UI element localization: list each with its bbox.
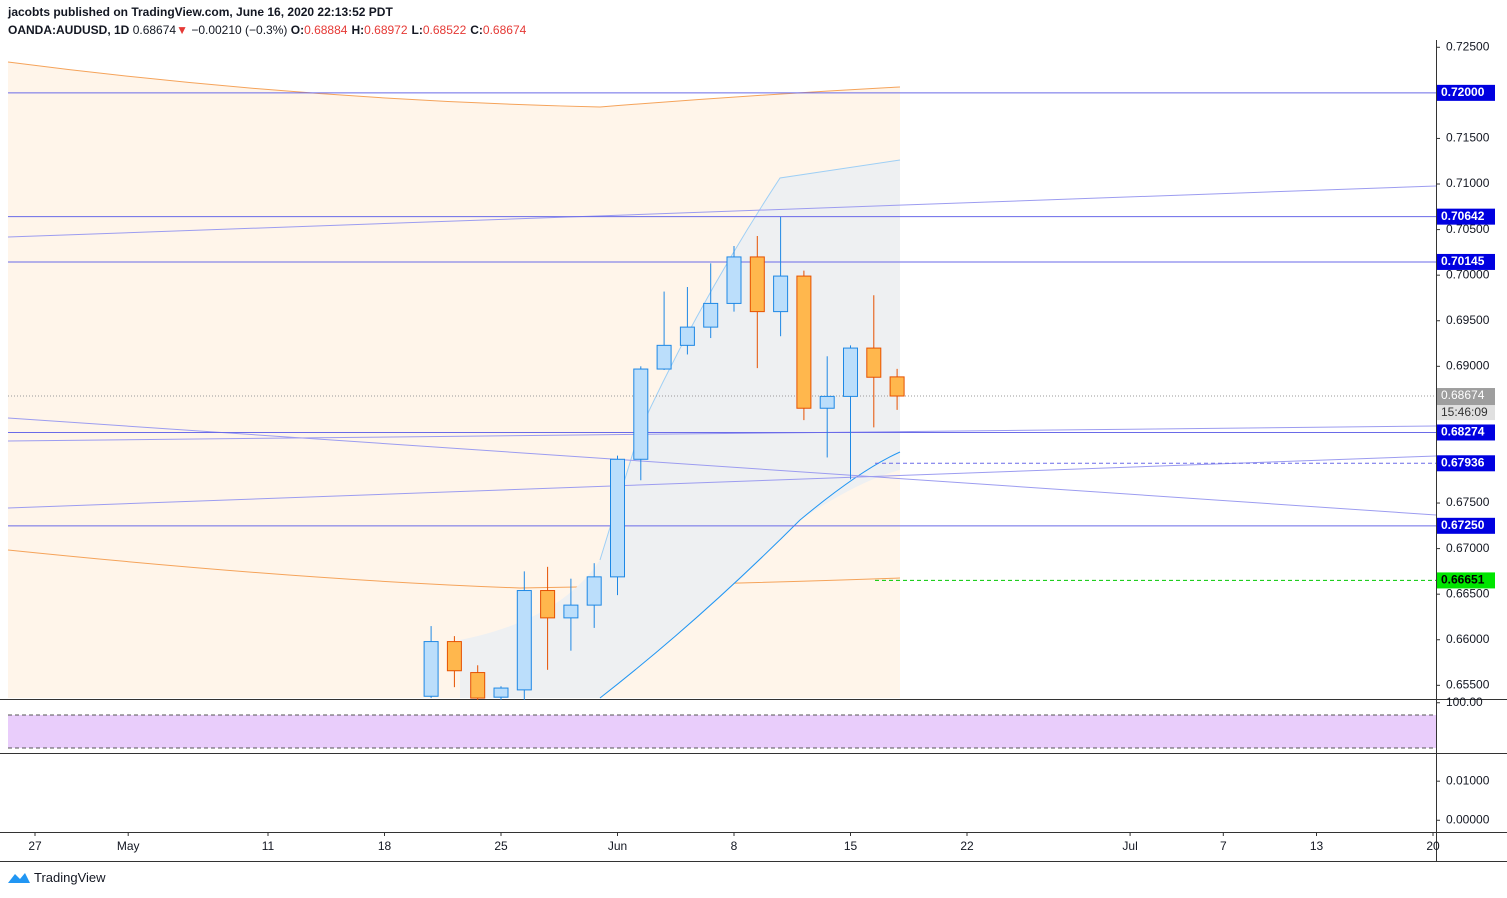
y-tick-label: 0.67000 bbox=[1446, 541, 1490, 555]
x-tick-label: 22 bbox=[960, 839, 974, 853]
candle-body bbox=[470, 672, 486, 699]
trend-line bbox=[7, 185, 1437, 238]
envelope-line bbox=[7, 549, 901, 589]
y-tick-label: 0.67500 bbox=[1446, 495, 1490, 509]
x-tick-label: May bbox=[117, 839, 140, 853]
candle-body bbox=[446, 641, 462, 672]
candle-body bbox=[493, 687, 509, 698]
footer: TradingView bbox=[8, 870, 106, 885]
level-box bbox=[1437, 208, 1495, 225]
candle-body bbox=[796, 275, 812, 409]
ohlc-value: 0.68522 bbox=[422, 23, 467, 37]
candle-body bbox=[889, 376, 905, 397]
candle-body bbox=[516, 590, 532, 691]
x-tick-label: 11 bbox=[262, 839, 275, 853]
candle-body bbox=[703, 302, 719, 328]
candle-body bbox=[563, 604, 579, 619]
x-tick-label: 7 bbox=[1220, 839, 1227, 853]
y-tick-label: 0.69000 bbox=[1446, 358, 1490, 372]
candle-body bbox=[633, 368, 649, 460]
y-tick-label: 0.69500 bbox=[1446, 313, 1490, 327]
symbol: OANDA:AUDUSD, 1D bbox=[8, 23, 130, 37]
candle-body bbox=[679, 326, 695, 346]
x-tick-label: Jul bbox=[1122, 839, 1137, 853]
level-label: 0.70145 bbox=[1441, 254, 1485, 268]
envelope-line bbox=[7, 61, 901, 108]
candle-body bbox=[540, 590, 556, 619]
band-line bbox=[599, 159, 901, 561]
band bbox=[460, 160, 900, 698]
candle-body bbox=[773, 275, 789, 313]
ohlc-label: C: bbox=[470, 23, 483, 37]
y-tick-label: 0.72500 bbox=[1446, 39, 1490, 53]
level-box bbox=[1437, 84, 1495, 101]
ohlc-label: L: bbox=[411, 23, 423, 37]
candle-body bbox=[749, 256, 765, 313]
y-tick-label: 0.65500 bbox=[1446, 677, 1490, 691]
y-tick-label: 0.66000 bbox=[1446, 632, 1490, 646]
candle-body bbox=[866, 347, 882, 378]
last-price-label: 0.68674 bbox=[1441, 388, 1485, 402]
y-tick-label: 100.00 bbox=[1446, 695, 1483, 709]
level-label: 0.70642 bbox=[1441, 209, 1485, 223]
x-tick-label: 20 bbox=[1426, 839, 1440, 853]
ma-line bbox=[599, 451, 901, 699]
x-tick-label: 27 bbox=[28, 839, 42, 853]
logo bbox=[8, 872, 30, 883]
candle-body bbox=[586, 576, 602, 606]
y-tick-label: 0.71000 bbox=[1446, 176, 1490, 190]
level-label: 0.68274 bbox=[1441, 425, 1485, 439]
candle-body bbox=[656, 344, 672, 370]
candle-body bbox=[610, 458, 625, 578]
last: 0.68674 bbox=[132, 23, 177, 37]
ohlc-value: 0.68674 bbox=[482, 23, 527, 37]
level-box bbox=[1437, 424, 1495, 441]
trend-line bbox=[7, 455, 1437, 509]
trend-line bbox=[7, 417, 1437, 516]
candle-body bbox=[819, 395, 835, 409]
x-tick-label: Jun bbox=[608, 839, 627, 853]
x-tick-label: 25 bbox=[494, 839, 508, 853]
level-label: 0.67936 bbox=[1441, 455, 1485, 469]
x-tick-label: 8 bbox=[731, 839, 738, 853]
x-tick-label: 18 bbox=[378, 839, 392, 853]
countdown: 15:46:09 bbox=[1441, 405, 1488, 419]
level-box bbox=[1437, 455, 1495, 472]
level-box bbox=[1437, 517, 1495, 534]
candle-body bbox=[423, 641, 439, 697]
y-tick-label: 0.70000 bbox=[1446, 267, 1490, 281]
level-label: 0.67250 bbox=[1441, 518, 1485, 532]
y-tick-label: 0.66500 bbox=[1446, 586, 1490, 600]
y-tick-label: 0.01000 bbox=[1446, 773, 1490, 787]
candle-body bbox=[726, 256, 742, 304]
change: −0.00210 (−0.3%) bbox=[191, 23, 288, 37]
ohlc-value: 0.68884 bbox=[304, 23, 348, 37]
x-tick-label: 13 bbox=[1310, 839, 1324, 853]
trend-line bbox=[7, 425, 1437, 442]
level-box bbox=[1437, 572, 1495, 589]
level-box bbox=[1437, 253, 1495, 270]
candle-body bbox=[843, 347, 858, 397]
y-tick-label: 0.00000 bbox=[1446, 812, 1490, 826]
level-label: 0.72000 bbox=[1441, 85, 1485, 99]
ohlc-label: H: bbox=[351, 23, 365, 37]
countdown-box bbox=[1437, 405, 1495, 421]
y-tick-label: 0.70500 bbox=[1446, 222, 1490, 236]
publisher: jacobts published on TradingView.com, Ju… bbox=[8, 5, 393, 19]
header: jacobts published on TradingView.com, Ju… bbox=[8, 3, 530, 39]
rsi-band bbox=[8, 715, 1436, 748]
arrow: ▼ bbox=[176, 23, 188, 37]
x-tick-label: 15 bbox=[844, 839, 858, 853]
ohlc-label: O: bbox=[290, 23, 305, 37]
y-tick-label: 0.71500 bbox=[1446, 131, 1490, 145]
brand: TradingView bbox=[34, 870, 106, 885]
ohlc: O:0.68884 H:0.68972 L:0.68522 C:0.68674 bbox=[291, 23, 531, 37]
ohlc-value: 0.68972 bbox=[364, 23, 408, 37]
level-label: 0.66651 bbox=[1441, 573, 1485, 587]
